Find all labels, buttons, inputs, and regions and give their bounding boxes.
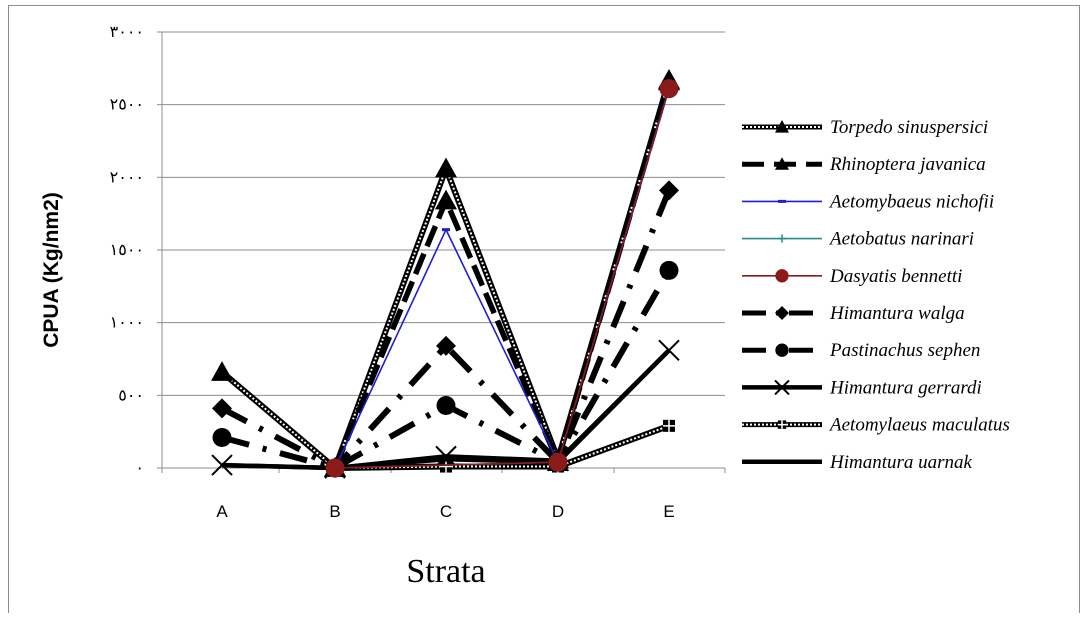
circle-marker (659, 79, 679, 99)
legend-label: Aetomybaeus nichofii (828, 191, 994, 212)
x-tick-label: C (440, 502, 452, 521)
series-himantura-walga (212, 180, 679, 478)
legend-label: Pastinachus sephen (829, 340, 980, 361)
y-tick-label: ٥٠٠ (118, 385, 144, 404)
chart-frame (8, 5, 1080, 613)
legend-entry: Pastinachus sephen (742, 340, 980, 361)
circle-marker (659, 260, 679, 280)
plus-marker (777, 234, 787, 243)
y-tick-label: ١٥٠٠ (110, 240, 144, 259)
legend-entry: Himantura gerrardi (742, 377, 982, 398)
x-axis-label: Strata (406, 553, 485, 590)
legend-entry: Aetobatus narinari (742, 229, 974, 250)
series-line (332, 80, 672, 470)
legend-label: Aetobatus narinari (828, 229, 974, 250)
x-tick-label: E (663, 502, 674, 521)
y-tick-label: ٢٥٠٠ (110, 95, 144, 114)
dash-marker (442, 228, 450, 232)
gridlines (162, 31, 725, 396)
triangle-marker (435, 189, 457, 210)
legend-entry: Himantura uarnak (742, 452, 973, 473)
circle-marker (548, 452, 568, 472)
circle-marker (775, 269, 789, 283)
square-marker-cross (777, 420, 787, 429)
triangle-marker (775, 120, 789, 133)
square-marker-cross (440, 460, 452, 473)
y-axis-label: CPUA (Kg/nm2) (40, 192, 63, 348)
y-tick-label: ١٠٠٠ (110, 313, 144, 332)
y-tick-label: ٢٠٠٠ (110, 167, 144, 186)
triangle-marker (211, 361, 233, 381)
legend-label: Himantura walga (829, 303, 965, 324)
legend-label: Torpedo sinuspersici (830, 117, 988, 138)
legend-entry: Dasyatis bennetti (742, 266, 962, 287)
legend-label: Himantura uarnak (829, 452, 973, 473)
y-tick-label: ٠ (135, 458, 144, 477)
dash-marker (778, 199, 786, 203)
legend: Torpedo sinuspersici Rhinoptera javanica A… (742, 117, 1010, 473)
legend-entry: Aetomybaeus nichofii (742, 191, 994, 212)
square-marker-cross (663, 419, 675, 432)
series-line (220, 189, 672, 471)
legend-label: Rhinoptera javanica (829, 154, 986, 175)
triangle-marker (775, 157, 789, 170)
series-himantura-uarnak (221, 348, 671, 471)
x-tick-label: D (552, 502, 564, 521)
series-line (221, 348, 671, 471)
diamond-marker (659, 180, 679, 201)
legend-label: Aetomylaeus maculatus (828, 415, 1010, 436)
circle-marker (436, 396, 456, 416)
legend-label: Dasyatis bennetti (829, 266, 962, 287)
legend-entry: Torpedo sinuspersici (742, 117, 988, 138)
x-marker (211, 454, 233, 476)
legend-entry: Himantura walga (742, 303, 965, 324)
series-lines (211, 68, 680, 479)
x-marker (435, 445, 457, 468)
legend-entry: Aetomylaeus maculatus (742, 415, 1010, 436)
circle-marker (212, 427, 232, 447)
series-torpedo-sinuspersici (211, 68, 680, 477)
x-marker (774, 379, 790, 396)
series-dasyatis-bennetti (325, 79, 679, 478)
x-tick-label: A (216, 502, 228, 521)
legend-entry: Rhinoptera javanica (742, 154, 986, 175)
diamond-marker (436, 335, 456, 356)
y-tick-label: ٣٠٠٠ (110, 22, 144, 41)
x-tick-label: B (329, 502, 340, 521)
legend-label: Himantura gerrardi (829, 377, 982, 398)
series-rhinoptera-javanica (324, 70, 680, 477)
triangle-marker (435, 157, 457, 178)
circle-marker (325, 458, 345, 478)
diamond-marker (212, 398, 232, 419)
circle-marker (775, 343, 789, 357)
diamond-marker (775, 306, 789, 320)
